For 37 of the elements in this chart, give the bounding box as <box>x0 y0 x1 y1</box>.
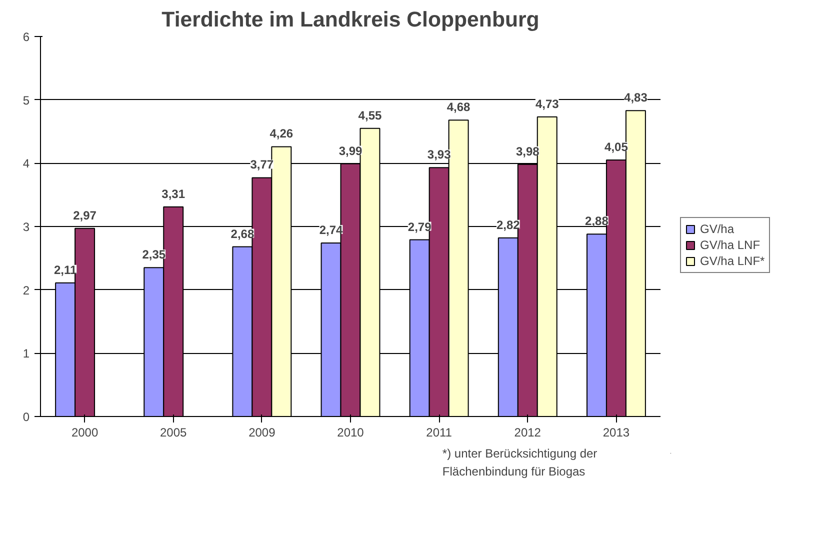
data-label: 4,68 <box>446 100 471 114</box>
legend-label: GV/ha <box>700 222 734 236</box>
data-label: 3,77 <box>250 158 274 172</box>
data-label: 4,05 <box>604 140 628 154</box>
data-label: 2,82 <box>496 218 520 232</box>
y-tick-label: 0 <box>22 410 30 424</box>
data-label: 3,31 <box>162 186 186 201</box>
text: *) unter Berücksichtigung der Flächenbindung für Biogas <box>442 446 598 478</box>
y-tick-label: 4 <box>22 156 30 171</box>
data-label: 4,73 <box>535 96 560 111</box>
x-tick-label: 2013 <box>602 426 630 440</box>
data-label: 4,55 <box>358 108 382 122</box>
x-tick-label: 2000 <box>71 426 98 440</box>
y-tick-label: 1 <box>22 346 30 361</box>
data-label: 2,68 <box>230 226 254 241</box>
data-label: 3,99 <box>338 144 363 158</box>
data-label: 2,97 <box>73 208 97 222</box>
x-tick-label: 2012 <box>514 426 542 440</box>
data-label: 3,98 <box>516 144 540 158</box>
y-tick-label: 2 <box>22 283 30 298</box>
data-label: 2,88 <box>585 214 609 228</box>
data-label: 4,83 <box>624 90 648 105</box>
legend-label: GV/ha LNF <box>700 238 760 252</box>
y-tick-label: 6 <box>22 30 30 44</box>
x-tick-label: 2010 <box>337 426 364 440</box>
y-tick-label: 5 <box>22 93 30 108</box>
chart-title: Tierdichte im Landkreis Cloppenburg <box>162 8 540 32</box>
data-label: 3,93 <box>427 148 452 162</box>
y-tick-label: 3 <box>22 220 30 234</box>
x-tick-label: 2005 <box>160 426 188 440</box>
data-label: 2,11 <box>54 262 77 277</box>
x-tick-label: 2011 <box>426 426 452 440</box>
data-label: 2,79 <box>408 220 432 234</box>
data-label: 4,26 <box>270 126 294 141</box>
x-tick-label: 2009 <box>248 426 276 440</box>
data-label: 2,35 <box>142 248 166 262</box>
legend-label: GV/ha LNF* <box>700 254 765 268</box>
